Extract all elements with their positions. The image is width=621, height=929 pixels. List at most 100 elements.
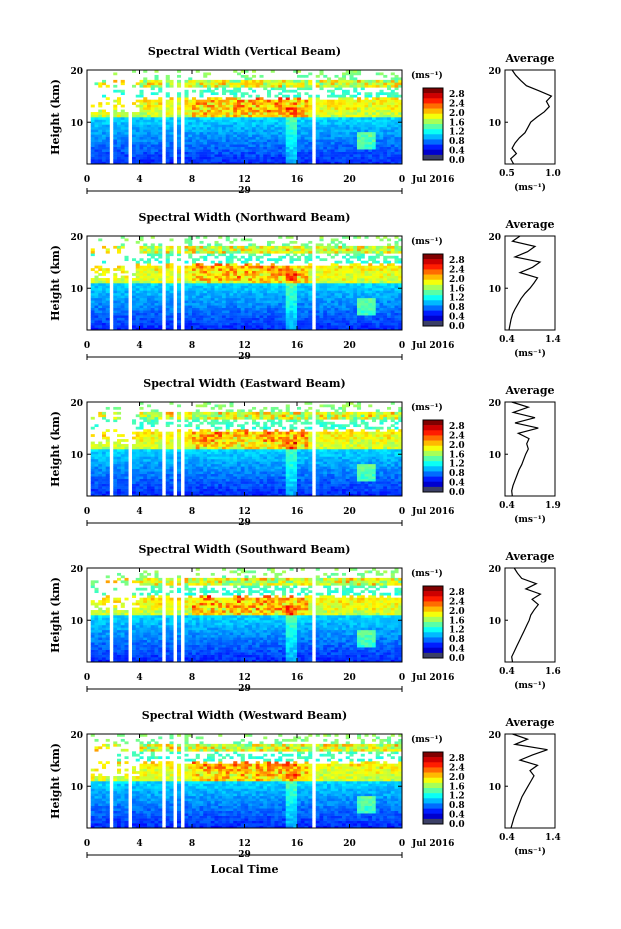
heat-cell [368,107,373,110]
heat-cell [158,102,163,105]
colorbar-swatch [423,295,443,301]
heat-cell [390,275,395,279]
heat-cell [237,136,242,140]
heat-cell [342,287,347,291]
heat-cell [368,151,373,155]
heat-cell [102,121,107,125]
heat-cell [218,146,223,150]
heat-cell [394,290,399,294]
heat-cell [259,250,264,254]
heat-cell [188,248,193,252]
heat-cell [102,302,107,306]
heat-cell [207,283,212,286]
heat-cell [139,114,144,118]
heat-cell [353,322,358,326]
heat-cell [375,312,380,316]
heat-cell [244,312,249,316]
heat-cell [218,151,223,155]
heat-cell [263,270,268,274]
heat-cell [237,99,242,103]
heat-cell [135,270,140,274]
heat-cell [330,107,335,110]
heat-cell [387,312,392,316]
heat-cell [154,159,159,162]
heat-cell [379,124,384,128]
heat-cell [210,141,215,145]
heat-cell [398,117,403,120]
heat-cell [154,258,159,262]
heat-cell [375,161,380,165]
heat-cell [282,139,287,143]
heat-cell [383,74,388,78]
heat-cell [177,112,182,115]
heat-cell [390,327,395,331]
heat-cell [323,307,328,311]
heat-cell [177,126,182,130]
heat-cell [353,94,358,98]
heat-cell [368,273,373,276]
heat-cell [199,290,204,294]
heat-cell [274,278,279,281]
heat-cell [330,320,335,323]
heat-cell [195,104,200,108]
heat-cell [113,285,118,289]
heat-cell [255,263,260,266]
heat-cell [394,255,399,259]
heat-cell [218,129,223,133]
heat-cell [214,84,219,88]
heat-cell [289,290,294,294]
heat-cell [360,114,365,118]
heat-cell [248,287,253,291]
heat-cell [203,325,208,328]
heat-cell [195,290,200,294]
heat-cell [319,285,324,289]
heat-cell [188,131,193,135]
average-title: Average [504,52,554,65]
heat-cell [244,144,249,147]
heat-cell [360,141,365,145]
heat-cell [278,302,283,306]
heat-cell [349,302,354,306]
heat-cell [158,325,163,328]
heat-cell [90,441,95,445]
heat-cell [188,255,193,259]
heat-cell [150,136,155,140]
heat-cell [255,107,260,110]
heat-cell [214,119,219,123]
colorbar-tick-label: 2.4 [449,265,465,275]
heat-cell [398,297,403,301]
heat-cell [169,82,174,86]
heat-cell [274,283,279,286]
heat-cell [368,82,373,86]
heat-cell [345,102,350,105]
heat-cell [248,107,253,110]
heat-cell [210,320,215,323]
heat-cell [117,295,122,299]
heat-cell [207,124,212,128]
heat-cell [379,327,384,331]
heat-cell [263,250,268,254]
heat-cell [192,278,197,281]
heat-cell [394,300,399,304]
heat-cell [94,478,99,482]
heat-cell [282,312,287,316]
heat-cell [90,104,95,108]
heat-cell [218,131,223,135]
heat-cell [147,109,152,113]
heat-cell [177,119,182,123]
heat-cell [379,320,384,323]
heat-cell [300,82,305,86]
heat-cell [165,79,170,83]
heat-cell [387,121,392,125]
heat-cell [375,327,380,331]
heat-cell [240,144,245,147]
heat-cell [105,322,110,326]
heat-cell [188,297,193,301]
heat-cell [278,117,283,120]
date-day-label: 29 [238,186,251,196]
heat-cell [390,119,395,123]
heat-cell [154,302,159,306]
heat-cell [327,245,332,249]
heat-cell [147,315,152,318]
heat-cell [364,297,369,301]
